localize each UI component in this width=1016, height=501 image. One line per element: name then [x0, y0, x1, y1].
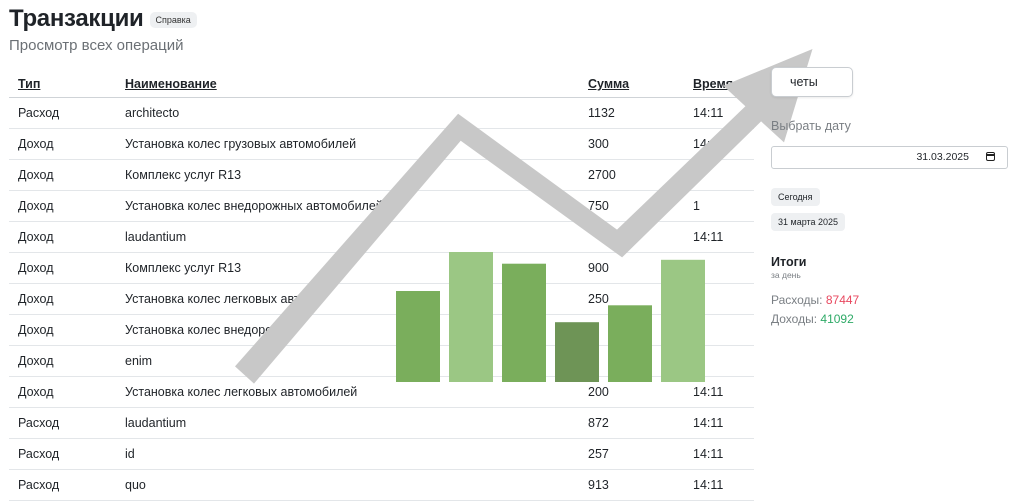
row-name: Комплекс услуг R13 — [116, 159, 579, 191]
row-time: 14:11 — [684, 407, 754, 439]
column-header-type[interactable]: Тип — [9, 71, 116, 98]
row-time: 14:11 — [684, 128, 754, 160]
table-row[interactable]: Расход architecto 1132 14:11 — [9, 97, 754, 129]
row-sum: 300 — [579, 128, 684, 160]
column-header-sum[interactable]: Сумма — [579, 71, 684, 98]
row-sum: 872 — [579, 407, 684, 439]
row-name: Установка колес внедорожных автомобилей — [116, 190, 579, 222]
row-type: Доход — [9, 252, 116, 284]
expenses-label: Расходы: — [771, 293, 823, 307]
row-time — [684, 283, 754, 315]
calendar-icon[interactable] — [986, 152, 995, 161]
row-name: laudantium — [116, 407, 579, 439]
selected-date-chip[interactable]: 31 марта 2025 — [771, 213, 846, 231]
row-sum: 913 — [579, 469, 684, 501]
table-body: Расход architecto 1132 14:11 Доход Установка … — [9, 97, 754, 501]
table-row[interactable]: Доход laudantium 14:11 — [9, 221, 754, 253]
row-sum — [579, 314, 684, 346]
row-name: architecto — [116, 97, 579, 129]
date-input-value: 31.03.2025 — [916, 151, 969, 163]
table-header: Тип Наименование Сумма Время — [9, 71, 754, 98]
row-type: Расход — [9, 438, 116, 470]
table-row[interactable]: Расход id 257 14:11 — [9, 438, 754, 470]
row-sum: 750 — [579, 190, 684, 222]
row-time: 1 — [684, 159, 754, 191]
row-time — [684, 314, 754, 346]
row-time: 14:11 — [684, 376, 754, 408]
table-header-row: Тип Наименование Сумма Время — [9, 71, 754, 98]
row-name: Комплекс услуг R13 — [116, 252, 579, 284]
row-time: 14:11 — [684, 438, 754, 470]
table-row[interactable]: Доход Установка колес легковых автомобиле… — [9, 376, 754, 408]
row-name: Установка колес легковых автомобилей — [116, 376, 579, 408]
row-name: laudantium — [116, 221, 579, 253]
row-name: Установка колес легковых авто — [116, 283, 579, 315]
income-value: 41092 — [820, 312, 854, 326]
page-title: Транзакции — [9, 5, 144, 32]
table-row[interactable]: Доход enim — [9, 345, 754, 377]
row-time: 14:11 — [684, 469, 754, 501]
row-type: Доход — [9, 159, 116, 191]
row-type: Доход — [9, 376, 116, 408]
table-row[interactable]: Доход Установка колес внедорожных автомоб… — [9, 190, 754, 222]
row-type: Доход — [9, 345, 116, 377]
row-type: Доход — [9, 283, 116, 315]
income-label: Доходы: — [771, 312, 818, 326]
row-sum: 1132 — [579, 97, 684, 129]
row-name: Установка колес грузовых автомобилей — [116, 128, 579, 160]
expenses-value: 87447 — [825, 293, 860, 307]
row-type: Расход — [9, 407, 116, 439]
page-subtitle: Просмотр всех операций — [9, 37, 184, 54]
title-row: Транзакции Справка — [9, 5, 197, 33]
row-type: Расход — [9, 469, 116, 501]
row-time: 14:11 — [684, 221, 754, 253]
column-header-name[interactable]: Наименование — [116, 71, 579, 98]
row-type: Расход — [9, 97, 116, 129]
row-time: 1 — [684, 190, 754, 222]
row-name: enim — [116, 345, 579, 377]
totals-title: Итоги — [771, 255, 807, 269]
table-row[interactable]: Расход laudantium 872 14:11 — [9, 407, 754, 439]
table-row[interactable]: Доход Установка колес внедоро — [9, 314, 754, 346]
table-row[interactable]: Доход Установка колес легковых авто 250 — [9, 283, 754, 315]
date-picker-label: Выбрать дату — [771, 119, 851, 133]
date-input[interactable]: 31.03.2025 — [771, 146, 1008, 169]
row-sum: 257 — [579, 438, 684, 470]
row-sum: 200 — [579, 376, 684, 408]
row-sum — [579, 345, 684, 377]
totals-subtitle: за день — [771, 270, 801, 280]
column-header-time[interactable]: Время — [684, 71, 754, 98]
row-type: Доход — [9, 128, 116, 160]
row-name: quo — [116, 469, 579, 501]
row-time: 14:11 — [684, 97, 754, 129]
row-time — [684, 252, 754, 284]
today-button[interactable]: Сегодня — [771, 188, 820, 206]
row-type: Доход — [9, 190, 116, 222]
row-type: Доход — [9, 221, 116, 253]
row-type: Доход — [9, 314, 116, 346]
help-button[interactable]: Справка — [149, 12, 197, 28]
table-row[interactable]: Доход Установка колес грузовых автомобиле… — [9, 128, 754, 160]
income-total: Доходы: 41092 — [771, 312, 854, 326]
table-row[interactable]: Доход Комплекс услуг R13 900 — [9, 252, 754, 284]
expenses-total: Расходы: 87447 — [771, 293, 859, 307]
row-sum: 900 — [579, 252, 684, 284]
row-sum: 250 — [579, 283, 684, 315]
page-header: Транзакции Справка Просмотр всех операци… — [9, 5, 197, 54]
transactions-table: Тип Наименование Сумма Время Расход archi… — [9, 71, 754, 501]
row-time — [684, 345, 754, 377]
reports-button[interactable]: четы — [771, 67, 853, 97]
row-sum — [579, 221, 684, 253]
row-name: Установка колес внедоро — [116, 314, 579, 346]
table-row[interactable]: Расход quo 913 14:11 — [9, 469, 754, 501]
row-name: id — [116, 438, 579, 470]
row-sum: 2700 — [579, 159, 684, 191]
table-row[interactable]: Доход Комплекс услуг R13 2700 1 — [9, 159, 754, 191]
